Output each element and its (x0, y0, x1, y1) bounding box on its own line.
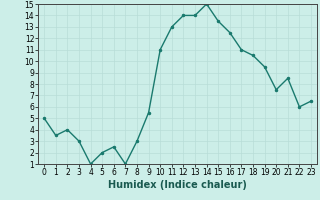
X-axis label: Humidex (Indice chaleur): Humidex (Indice chaleur) (108, 180, 247, 190)
